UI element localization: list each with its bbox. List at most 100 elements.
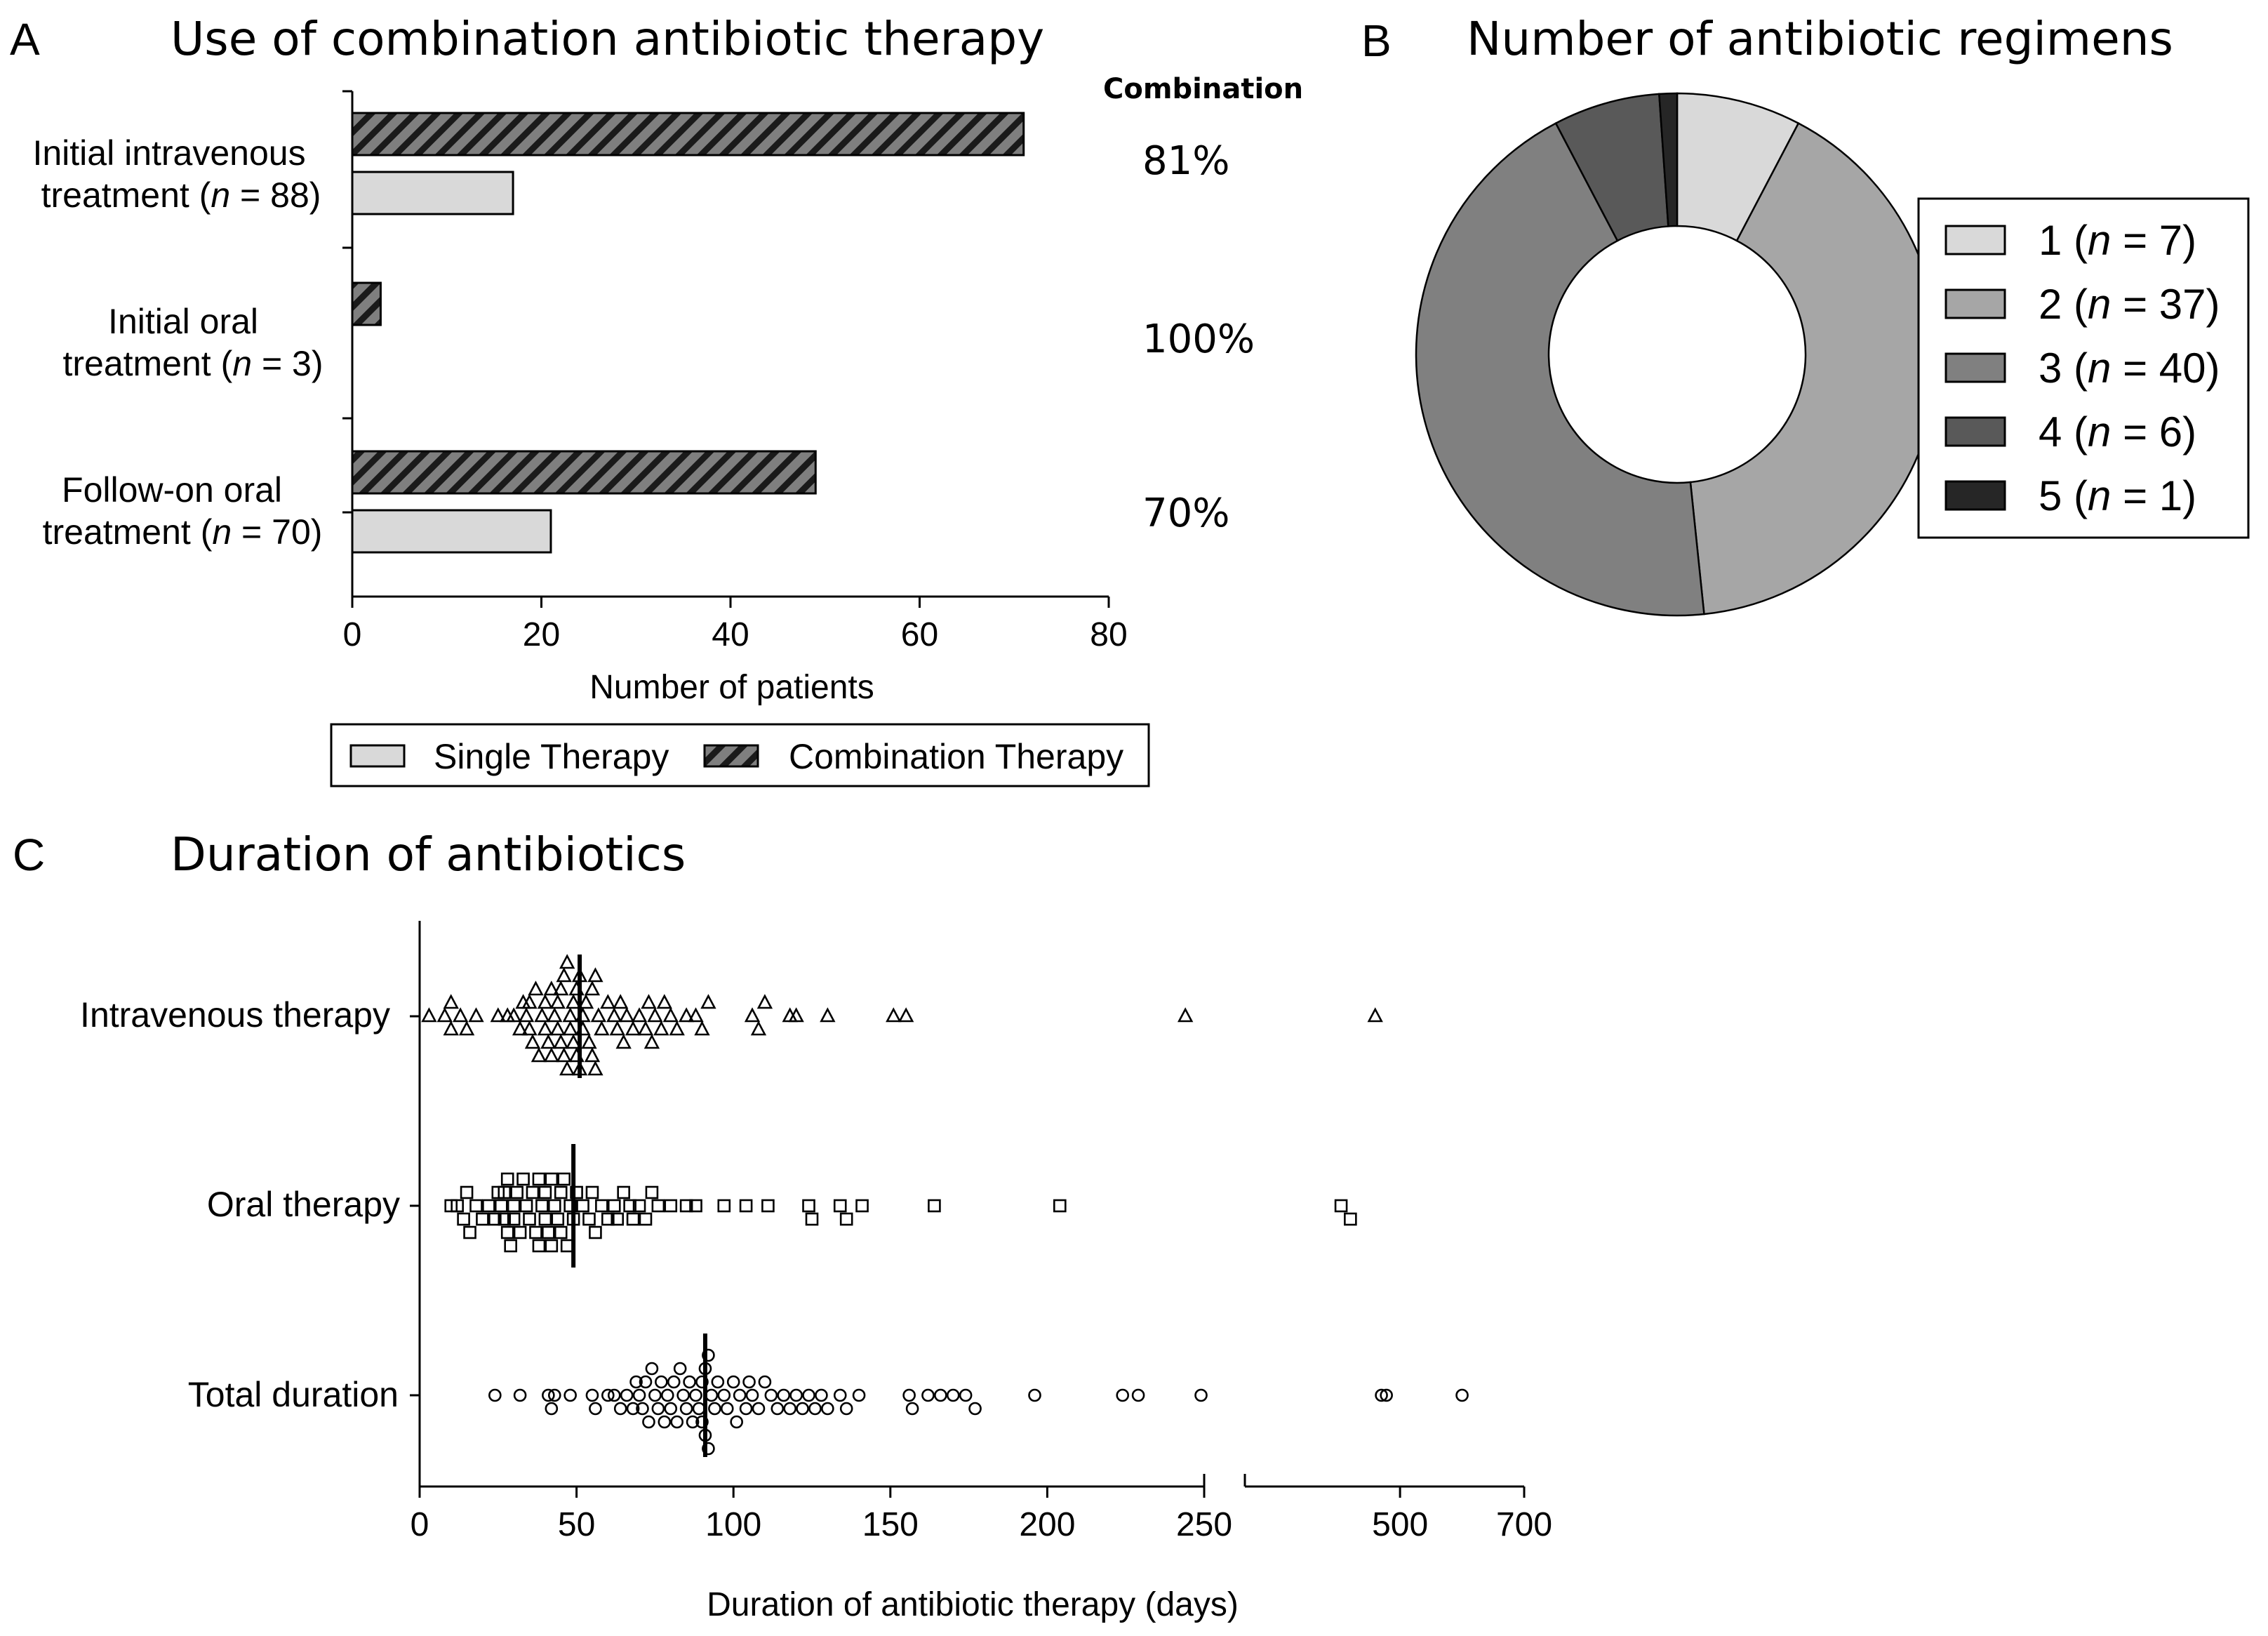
- point-circle: [601, 1388, 615, 1402]
- point-circle: [626, 1402, 640, 1416]
- point-square: [516, 1172, 530, 1186]
- point-square: [617, 1185, 630, 1199]
- point-triangle: [543, 1047, 559, 1063]
- point-triangle: [756, 994, 773, 1009]
- point-triangle: [590, 1007, 607, 1023]
- panel-a-letter: A: [10, 14, 40, 65]
- bar-single: [351, 509, 552, 554]
- point-square: [545, 1172, 559, 1186]
- legend-label-2: 2 (n = 37): [2039, 281, 2220, 328]
- legend-swatch-1: [1945, 225, 2006, 255]
- point-triangle: [540, 1034, 556, 1049]
- x-tick-label: 20: [523, 616, 560, 653]
- point-circle: [676, 1388, 690, 1402]
- point-square: [607, 1199, 621, 1213]
- legend-swatch-combination: [703, 744, 759, 768]
- point-triangle: [537, 994, 554, 1009]
- pct-label-iv: 81%: [1142, 138, 1229, 184]
- axes: 0 20 40 60 80: [342, 90, 1128, 653]
- category-label-initial-oral: Initial oral treatment (n = 3): [62, 302, 323, 383]
- point-square: [679, 1199, 693, 1213]
- point-circle: [708, 1402, 721, 1416]
- point-circle: [1028, 1388, 1041, 1402]
- legend-label-1: 1 (n = 7): [2039, 217, 2196, 264]
- point-triangle: [647, 1007, 663, 1023]
- point-triangle: [700, 994, 716, 1009]
- point-triangle: [643, 1034, 660, 1049]
- point-triangle: [578, 994, 594, 1009]
- category-label-follow-on-oral: Follow-on oral treatment (n = 70): [43, 470, 323, 552]
- point-triangle: [490, 1007, 506, 1023]
- point-circle: [1131, 1388, 1145, 1402]
- panel-b: B Number of antibiotic regimens 1 (n = 7…: [1361, 12, 2250, 617]
- point-square: [460, 1185, 474, 1199]
- combination-percentages: 81% 100% 70%: [1142, 138, 1255, 536]
- bar-single: [351, 171, 514, 215]
- point-square: [601, 1212, 615, 1226]
- panel-a-title: Use of combination antibiotic therapy: [171, 12, 1044, 66]
- point-triangle: [549, 994, 566, 1009]
- point-circle: [789, 1388, 803, 1402]
- point-square: [689, 1199, 702, 1213]
- point-triangle: [594, 1020, 610, 1036]
- point-square: [529, 1225, 542, 1239]
- x-tick-label: 0: [343, 616, 362, 653]
- point-square: [513, 1225, 527, 1239]
- point-square: [595, 1199, 608, 1213]
- point-triangle: [534, 1007, 550, 1023]
- point-square: [519, 1199, 533, 1213]
- point-square: [451, 1199, 464, 1213]
- bar-group: [351, 112, 1025, 554]
- point-square: [739, 1199, 753, 1213]
- point-triangle: [641, 994, 657, 1009]
- point-square: [717, 1199, 731, 1213]
- point-triangle: [443, 1020, 459, 1036]
- point-square: [639, 1212, 653, 1226]
- point-triangle: [613, 994, 629, 1009]
- point-circle: [689, 1388, 702, 1402]
- point-circle: [692, 1402, 706, 1416]
- point-square: [507, 1199, 521, 1213]
- point-circle: [730, 1415, 743, 1429]
- dot-plot: [421, 954, 1469, 1457]
- point-triangle: [559, 954, 575, 969]
- x-tick-label: 200: [1019, 1506, 1075, 1543]
- point-circle: [545, 1402, 559, 1416]
- x-tick-label: 250: [1176, 1506, 1232, 1543]
- point-triangle: [581, 1034, 597, 1049]
- pct-label-follow-on-oral: 70%: [1142, 491, 1229, 536]
- point-square: [551, 1212, 565, 1226]
- point-triangle: [559, 1060, 575, 1076]
- donut-slice-3: [1415, 121, 1705, 617]
- point-triangle: [524, 1034, 541, 1049]
- point-square: [645, 1185, 659, 1199]
- point-triangle: [653, 1020, 669, 1036]
- point-square: [554, 1225, 568, 1239]
- x-tick-label: 60: [901, 616, 938, 653]
- point-square: [523, 1212, 536, 1226]
- point-square: [805, 1212, 819, 1226]
- point-square: [488, 1212, 502, 1226]
- point-triangle: [678, 1007, 695, 1023]
- legend-swatch-4: [1945, 416, 2006, 447]
- point-square: [476, 1212, 489, 1226]
- point-circle: [833, 1388, 847, 1402]
- legend-label-3: 3 (n = 40): [2039, 345, 2220, 392]
- point-circle: [726, 1375, 740, 1389]
- point-circle: [695, 1415, 709, 1429]
- legend-label-combination: Combination Therapy: [789, 737, 1123, 776]
- point-square: [626, 1212, 640, 1226]
- point-circle: [1116, 1388, 1130, 1402]
- point-circle: [1455, 1388, 1469, 1402]
- point-square: [538, 1185, 552, 1199]
- combination-header: Combination: [1103, 73, 1303, 105]
- point-triangle: [584, 980, 601, 996]
- point-triangle: [562, 1007, 578, 1023]
- point-triangle: [606, 1007, 622, 1023]
- point-circle: [968, 1402, 982, 1416]
- point-square: [554, 1185, 568, 1199]
- x-tick-label: 0: [411, 1506, 429, 1543]
- point-triangle: [521, 1020, 538, 1036]
- row-label-total: Total duration: [188, 1375, 399, 1414]
- point-circle: [620, 1388, 634, 1402]
